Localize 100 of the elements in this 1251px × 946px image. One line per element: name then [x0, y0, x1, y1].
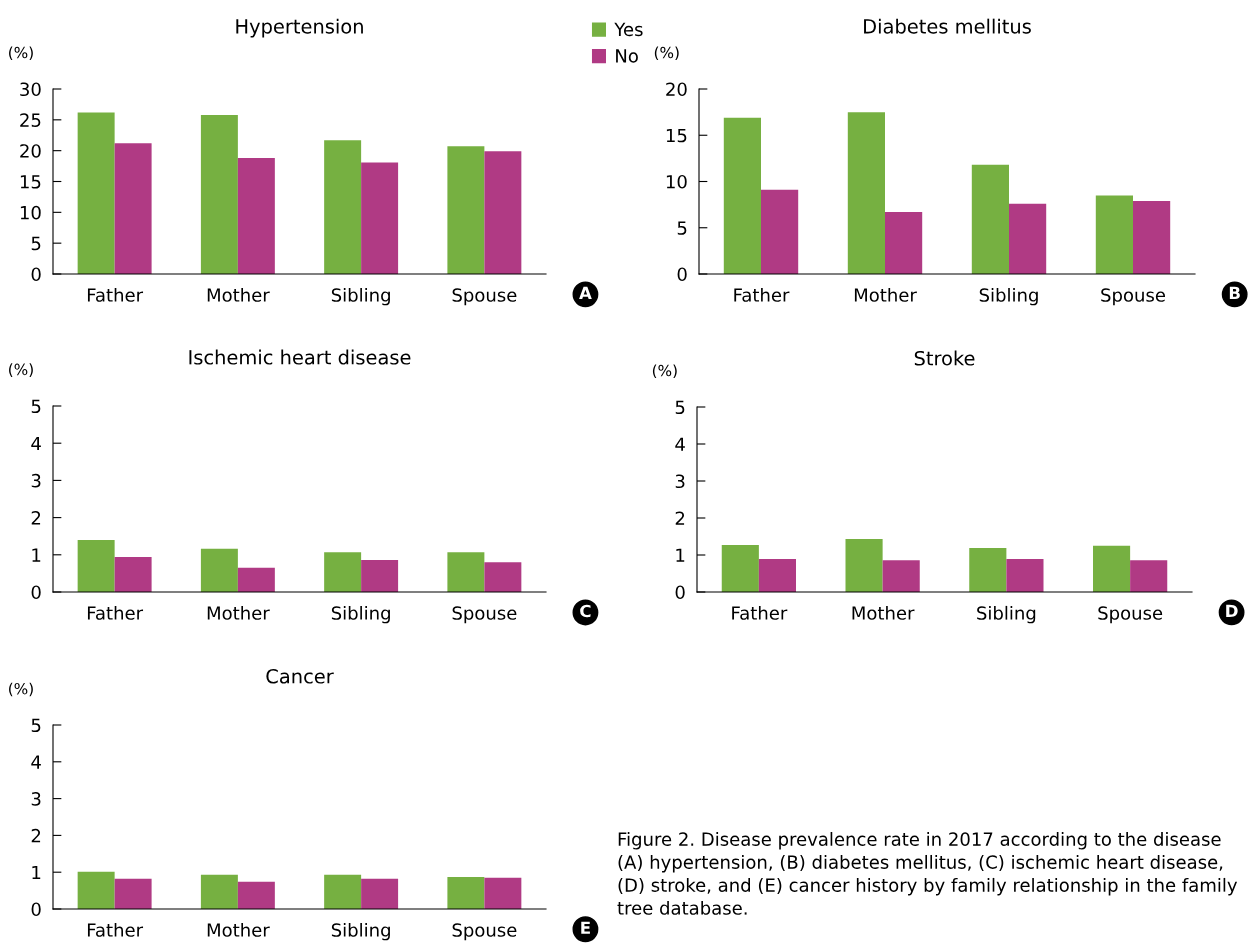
bar — [1133, 200, 1171, 274]
y-tick-label: 5 — [675, 400, 685, 415]
bar — [200, 548, 238, 592]
bar — [237, 881, 275, 909]
y-tick-label: 4 — [31, 755, 41, 769]
y-tick-label: 3 — [31, 473, 41, 488]
bar — [361, 162, 399, 274]
x-tick-label: Father — [87, 605, 144, 620]
y-tick-label: 4 — [675, 437, 685, 451]
y-tick-label: 0 — [31, 585, 41, 600]
text: C — [580, 604, 591, 618]
y-tick-label: 20 — [666, 82, 687, 97]
y-tick-label: 2 — [31, 828, 41, 843]
text: B — [1229, 286, 1240, 299]
bar — [324, 140, 362, 274]
y-tick-label: 10 — [666, 174, 687, 189]
bar — [723, 117, 761, 274]
bar — [77, 112, 115, 274]
y-tick-label: 3 — [675, 474, 685, 489]
y-tick-label: 0 — [675, 585, 685, 600]
y-tick-label: 20 — [20, 144, 41, 158]
y-tick-label: 2 — [31, 511, 41, 525]
y-tick-label: 1 — [676, 548, 685, 562]
y-axis-title: (%) — [654, 46, 679, 61]
y-tick-label: 4 — [31, 436, 41, 451]
bar — [447, 876, 485, 909]
y-tick-label: 0 — [677, 267, 687, 282]
bar — [885, 212, 923, 274]
bar — [447, 552, 485, 592]
y-tick-label: 15 — [20, 175, 41, 189]
x-tick-label: Sibling — [331, 605, 390, 624]
y-tick-label: 30 — [20, 82, 41, 97]
bar — [484, 151, 522, 274]
y-tick-label: 5 — [31, 236, 41, 251]
bar — [324, 552, 362, 592]
y-axis-title: (%) — [9, 46, 33, 61]
chart-title: Stroke — [914, 350, 975, 366]
y-tick-label: 1 — [32, 548, 41, 562]
chart-title: Ischemic heart disease — [189, 349, 411, 365]
y-tick-label: 0 — [31, 902, 41, 917]
x-tick-label: Father — [87, 922, 144, 937]
bar — [761, 189, 799, 274]
legend-label: No — [616, 49, 638, 63]
legend-label: Yes — [614, 22, 643, 37]
x-tick-label: Sibling — [979, 287, 1038, 306]
x-tick-label: Spouse — [1101, 288, 1165, 306]
bar — [969, 547, 1007, 592]
x-tick-label: Mother — [854, 287, 917, 302]
caption: Figure 2. Disease prevalence rate in 2017 according to the disease (A) hypertension, (B) diabetes mellitus, (C) ischemic heart disease, (D) stroke, and (E) cancer history by family relationship in the family tree database. — [617, 832, 1238, 915]
bar — [77, 871, 115, 909]
x-tick-label: Mother — [207, 605, 270, 620]
x-tick-label: Sibling — [331, 287, 390, 306]
y-axis-title: (%) — [652, 364, 677, 379]
chart-title: Hypertension — [236, 18, 363, 38]
y-tick-label: 5 — [31, 399, 41, 414]
bar — [721, 545, 759, 592]
bar — [971, 164, 1009, 274]
bar — [361, 560, 399, 592]
y-tick-label: 2 — [675, 511, 685, 525]
x-tick-label: Father — [734, 287, 790, 302]
bar — [845, 539, 883, 592]
bar — [484, 877, 522, 909]
bar — [237, 158, 275, 274]
x-tick-label: Mother — [207, 922, 270, 937]
bar — [1095, 195, 1133, 274]
x-tick-label: Mother — [207, 287, 270, 302]
x-tick-label: Spouse — [452, 288, 517, 306]
y-tick-label: 5 — [31, 718, 41, 733]
y-tick-label: 3 — [31, 792, 41, 806]
chart-title: Cancer — [266, 668, 334, 684]
bar — [484, 562, 522, 592]
bar — [114, 557, 152, 592]
x-tick-label: Sibling — [977, 605, 1036, 624]
y-tick-label: 0 — [31, 267, 41, 282]
y-tick-label: 5 — [677, 221, 687, 235]
bar — [1009, 203, 1047, 274]
text: D — [1226, 604, 1238, 617]
bar — [200, 114, 238, 274]
bar — [758, 559, 796, 592]
bar — [1006, 559, 1044, 592]
x-tick-label: Spouse — [452, 606, 517, 624]
x-tick-label: Spouse — [452, 923, 517, 941]
chart-title: Diabetes mellitus — [864, 18, 1031, 34]
x-tick-label: Father — [732, 605, 788, 620]
x-tick-label: Mother — [852, 605, 915, 620]
bar — [361, 878, 399, 909]
y-tick-label: 10 — [20, 205, 41, 220]
y-axis-title: (%) — [9, 682, 33, 697]
bar — [1130, 560, 1168, 592]
y-tick-label: 15 — [666, 128, 687, 143]
bar — [882, 560, 920, 592]
bar — [77, 539, 115, 592]
x-tick-label: Spouse — [1098, 606, 1163, 624]
x-tick-label: Sibling — [331, 922, 390, 941]
y-tick-label: 1 — [32, 865, 41, 880]
bar — [200, 874, 238, 909]
bar — [447, 146, 485, 274]
text: E — [581, 921, 590, 934]
text: A — [579, 286, 592, 299]
bar — [114, 878, 152, 909]
